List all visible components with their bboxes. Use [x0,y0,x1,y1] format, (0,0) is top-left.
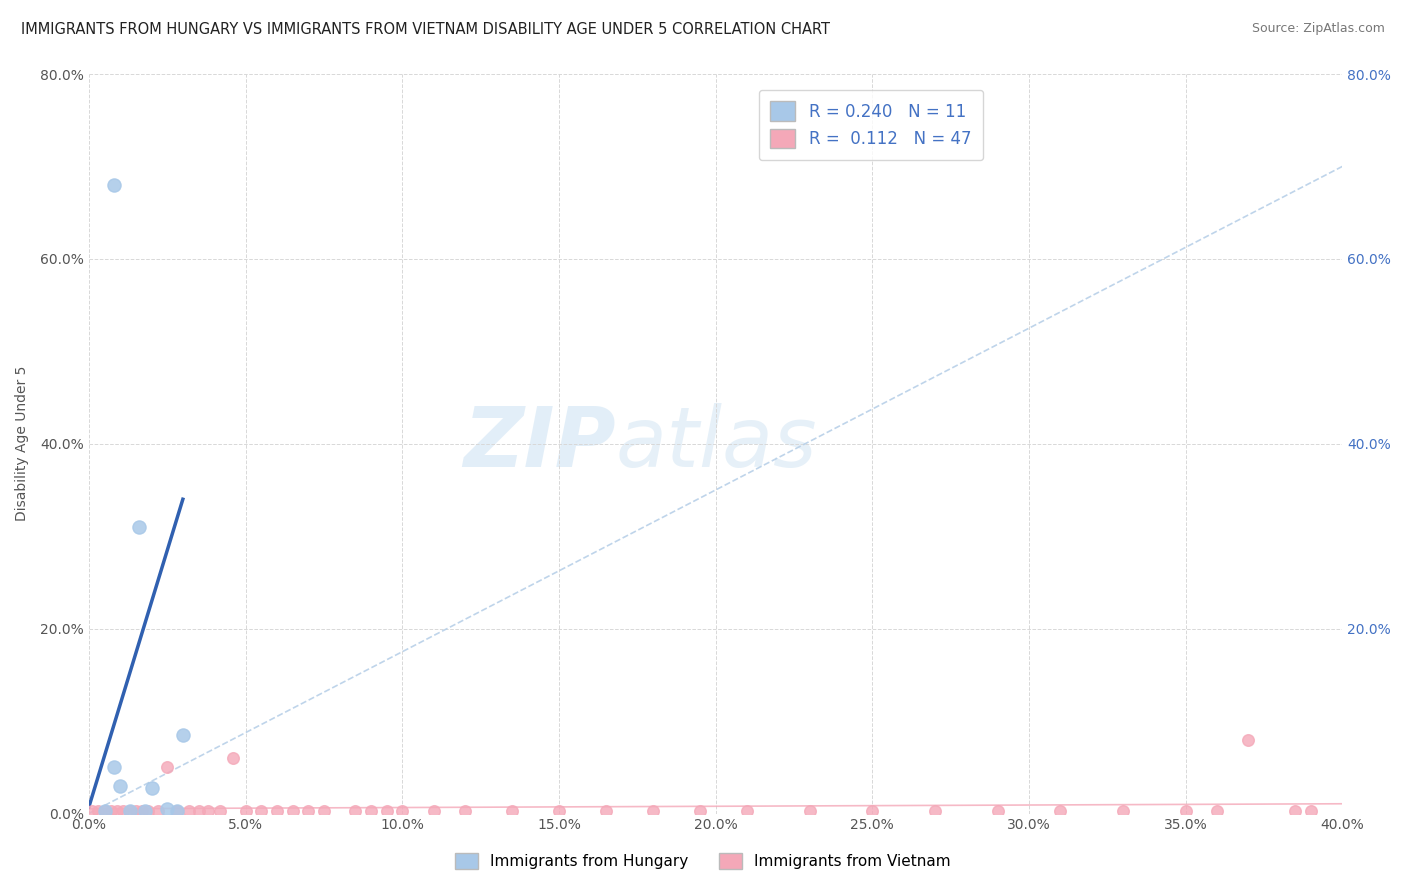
Point [134,804,156,818]
Point [125,804,148,818]
Point [1299,804,1322,818]
Point [1049,804,1071,818]
Point [1206,804,1229,818]
Point [131,804,153,818]
Point [108,779,131,793]
Point [860,804,883,818]
Text: Source: ZipAtlas.com: Source: ZipAtlas.com [1251,22,1385,36]
Point [799,804,821,818]
Point [689,804,711,818]
Y-axis label: Disability Age Under 5: Disability Age Under 5 [15,366,30,522]
Point [1284,804,1306,818]
Point [1237,732,1260,747]
Point [156,802,179,816]
Point [501,804,523,818]
Point [1112,804,1135,818]
Point [172,728,194,742]
Text: ZIP: ZIP [463,403,616,484]
Point [146,804,169,818]
Point [595,804,617,818]
Point [735,804,758,818]
Point [128,520,150,534]
Point [93,804,115,818]
Point [235,804,257,818]
Point [209,804,232,818]
Text: atlas: atlas [616,403,817,484]
Point [138,804,160,818]
Point [156,760,179,774]
Point [454,804,477,818]
Point [103,178,125,192]
Point [360,804,382,818]
Point [547,804,569,818]
Point [266,804,288,818]
Point [375,804,398,818]
Point [112,804,135,818]
Point [118,804,141,818]
Point [187,804,209,818]
Point [166,804,188,818]
Point [141,780,163,795]
Point [166,804,188,818]
Point [80,804,103,818]
Point [297,804,319,818]
Point [103,760,125,774]
Point [987,804,1010,818]
Legend: Immigrants from Hungary, Immigrants from Vietnam: Immigrants from Hungary, Immigrants from… [449,847,957,875]
Point [422,804,444,818]
Point [105,804,128,818]
Point [118,804,141,818]
Point [222,751,245,765]
Point [312,804,335,818]
Point [344,804,367,818]
Point [391,804,413,818]
Point [1174,804,1197,818]
Text: IMMIGRANTS FROM HUNGARY VS IMMIGRANTS FROM VIETNAM DISABILITY AGE UNDER 5 CORREL: IMMIGRANTS FROM HUNGARY VS IMMIGRANTS FR… [21,22,830,37]
Point [87,804,110,818]
Point [93,804,115,818]
Point [197,804,219,818]
Point [924,804,946,818]
Legend: R = 0.240   N = 11, R =  0.112   N = 47: R = 0.240 N = 11, R = 0.112 N = 47 [759,90,983,160]
Point [641,804,664,818]
Point [100,804,122,818]
Point [250,804,273,818]
Point [281,804,304,818]
Point [179,804,201,818]
